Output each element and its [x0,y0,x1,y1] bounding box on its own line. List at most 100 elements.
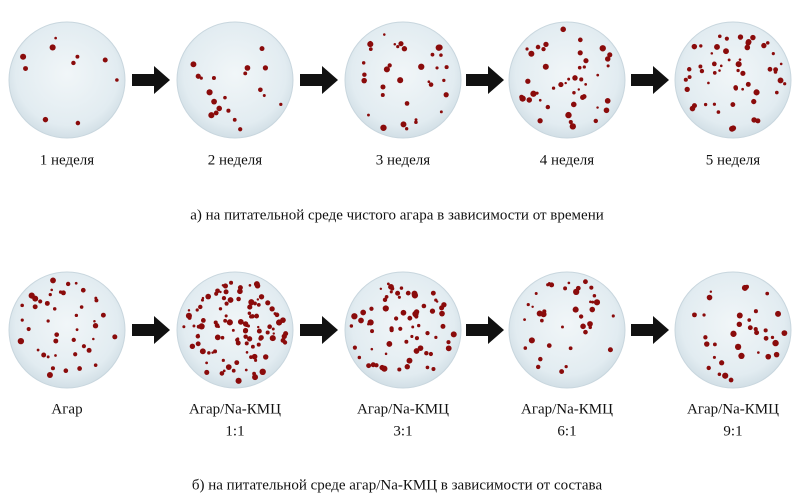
colony [212,76,216,80]
colony [41,353,46,358]
colony [366,363,371,368]
colony [243,328,248,333]
colony [436,44,442,50]
colony [254,314,259,319]
colony [703,335,707,339]
colony [733,85,738,90]
colony [283,331,288,336]
colony [238,127,242,131]
colony [746,39,752,45]
colony [529,337,535,343]
colony [718,69,721,72]
dish-label: 1 неделя [40,152,95,168]
colony [101,313,106,318]
colony [64,368,69,373]
colony [200,348,206,354]
colony [768,67,773,72]
colony [273,332,275,334]
colony [263,354,268,359]
colony [394,316,398,320]
colony [227,319,233,325]
colony [707,295,713,301]
colony [198,305,202,309]
colony [20,54,26,60]
colony [725,37,729,41]
dish-label: Агар/Na-КМЦ [687,401,779,417]
colony [751,99,756,104]
colony [75,314,78,317]
colony [699,44,702,47]
colony [593,294,597,298]
colony [245,341,249,345]
colony [584,83,587,86]
colony [538,357,542,361]
colony [398,327,402,331]
colony [252,354,258,360]
colony [736,61,742,67]
colony [594,299,600,305]
colony [267,324,272,329]
colony [385,353,388,356]
colony [367,323,370,326]
arrow [631,66,669,94]
colony [565,365,568,368]
colony [718,34,722,38]
colony [729,378,734,383]
colony [250,314,254,318]
colony [82,344,86,348]
colony [401,310,407,316]
dish-label: Агар/Na-КМЦ [357,401,449,417]
colony [531,306,533,308]
colony [435,66,438,69]
colony [94,297,97,300]
arrow [631,316,669,344]
colony [374,363,378,367]
colony [429,352,433,356]
figure: а) на питательной среде чистого агара в … [0,0,795,496]
colony [429,82,434,87]
colony [232,329,235,332]
colony [198,323,204,329]
colony [412,311,418,317]
dish-ratio: 3:1 [393,423,412,439]
colony [258,336,262,340]
colony [226,364,232,370]
colony [754,330,759,335]
colony [729,126,735,132]
colony [612,314,615,317]
colony [573,307,579,313]
colony [558,82,563,87]
colony [766,41,770,45]
colony [417,324,420,327]
colony [519,95,524,100]
colony [402,46,407,51]
colony [380,84,385,89]
colony [21,319,24,322]
colony [700,69,704,73]
colony [204,370,209,375]
colony [543,64,549,70]
colony [182,325,185,328]
colony [583,279,588,284]
colony [753,89,759,95]
colony [541,311,547,317]
colony [257,326,259,328]
dish-ratio: 1:1 [225,423,244,439]
colony [401,121,407,127]
colony [232,369,236,373]
colony [775,311,781,317]
colony [248,311,252,315]
colony [27,327,31,331]
colony [266,330,270,334]
colony [568,282,571,285]
colony [54,332,59,337]
colony [718,373,722,377]
colony [390,290,393,293]
colony [692,312,697,317]
colony [47,372,53,378]
colony [537,118,542,123]
colony [94,363,98,367]
colony [543,42,548,47]
colony [707,366,711,370]
colony [215,323,220,328]
